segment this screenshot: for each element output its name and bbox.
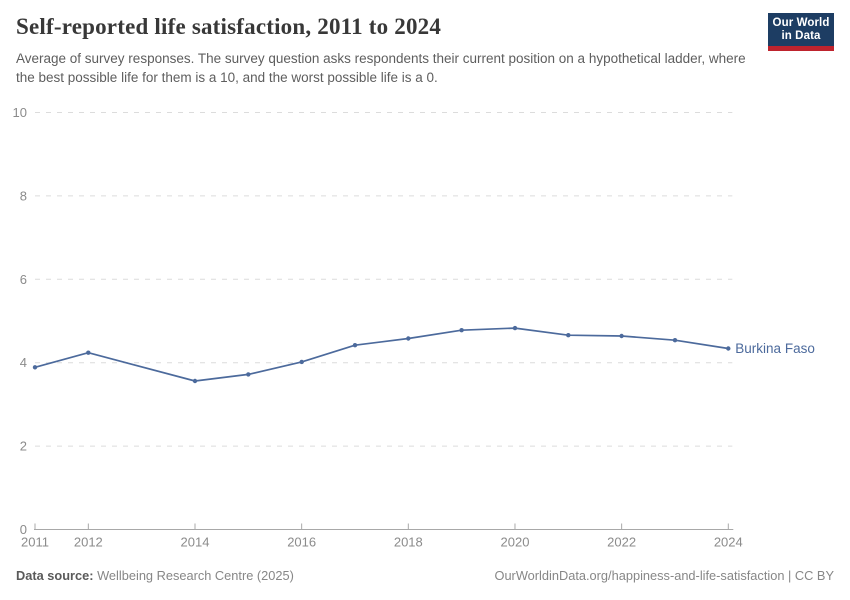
owid-logo-line2: in Data [781, 29, 821, 42]
data-source-value: Wellbeing Research Centre (2025) [93, 568, 294, 583]
data-point-2018[interactable] [406, 336, 411, 341]
chart-footer: Data source: Wellbeing Research Centre (… [16, 568, 834, 583]
data-source-note: Data source: Wellbeing Research Centre (… [16, 568, 294, 583]
data-point-2019[interactable] [459, 328, 464, 333]
data-point-2014[interactable] [192, 378, 198, 384]
y-axis-tick-label-6: 6 [20, 272, 27, 287]
x-axis-tick-label-2018: 2018 [394, 535, 423, 550]
x-axis-tick-label-2016: 2016 [287, 535, 316, 550]
y-axis-tick-label-4: 4 [20, 355, 27, 370]
x-axis-tick-label-2014: 2014 [181, 535, 210, 550]
data-point-2024[interactable] [726, 346, 731, 351]
data-point-2016[interactable] [299, 359, 304, 365]
data-point-2022[interactable] [619, 333, 624, 339]
owid-logo-line1: Our World [772, 16, 830, 29]
line-series-burkina-faso[interactable] [34, 327, 730, 382]
data-point-2020[interactable] [512, 325, 518, 331]
chart-subtitle: Average of survey responses. The survey … [16, 51, 746, 85]
x-axis-tick-label-2012: 2012 [74, 535, 103, 550]
data-point-2015[interactable] [246, 372, 251, 377]
page-title: Self-reported life satisfaction, 2011 to… [16, 14, 442, 39]
x-axis-tick-label-2020: 2020 [501, 535, 530, 550]
credit-link[interactable]: OurWorldinData.org/happiness-and-life-sa… [494, 568, 834, 583]
data-point-2017[interactable] [352, 343, 358, 348]
data-source-label: Data source: [16, 568, 94, 583]
data-point-2012[interactable] [86, 350, 91, 355]
x-axis-tick-label-2011: 2011 [21, 535, 49, 550]
x-axis-tick-label-2022: 2022 [607, 535, 636, 550]
owid-logo: Our World in Data [768, 13, 834, 51]
x-axis-tick-label-2024: 2024 [714, 535, 743, 550]
y-axis-tick-label-8: 8 [20, 188, 27, 203]
chart-header: Self-reported life satisfaction, 2011 to… [16, 12, 756, 87]
data-point-2023[interactable] [672, 338, 678, 343]
y-axis-tick-label-10: 10 [13, 105, 27, 120]
y-axis-tick-label-0: 0 [20, 522, 27, 537]
y-axis-tick-label-2: 2 [20, 439, 27, 454]
series-end-label[interactable]: Burkina Faso [735, 341, 815, 356]
data-point-2011[interactable] [32, 365, 38, 370]
data-point-2021[interactable] [566, 333, 571, 338]
